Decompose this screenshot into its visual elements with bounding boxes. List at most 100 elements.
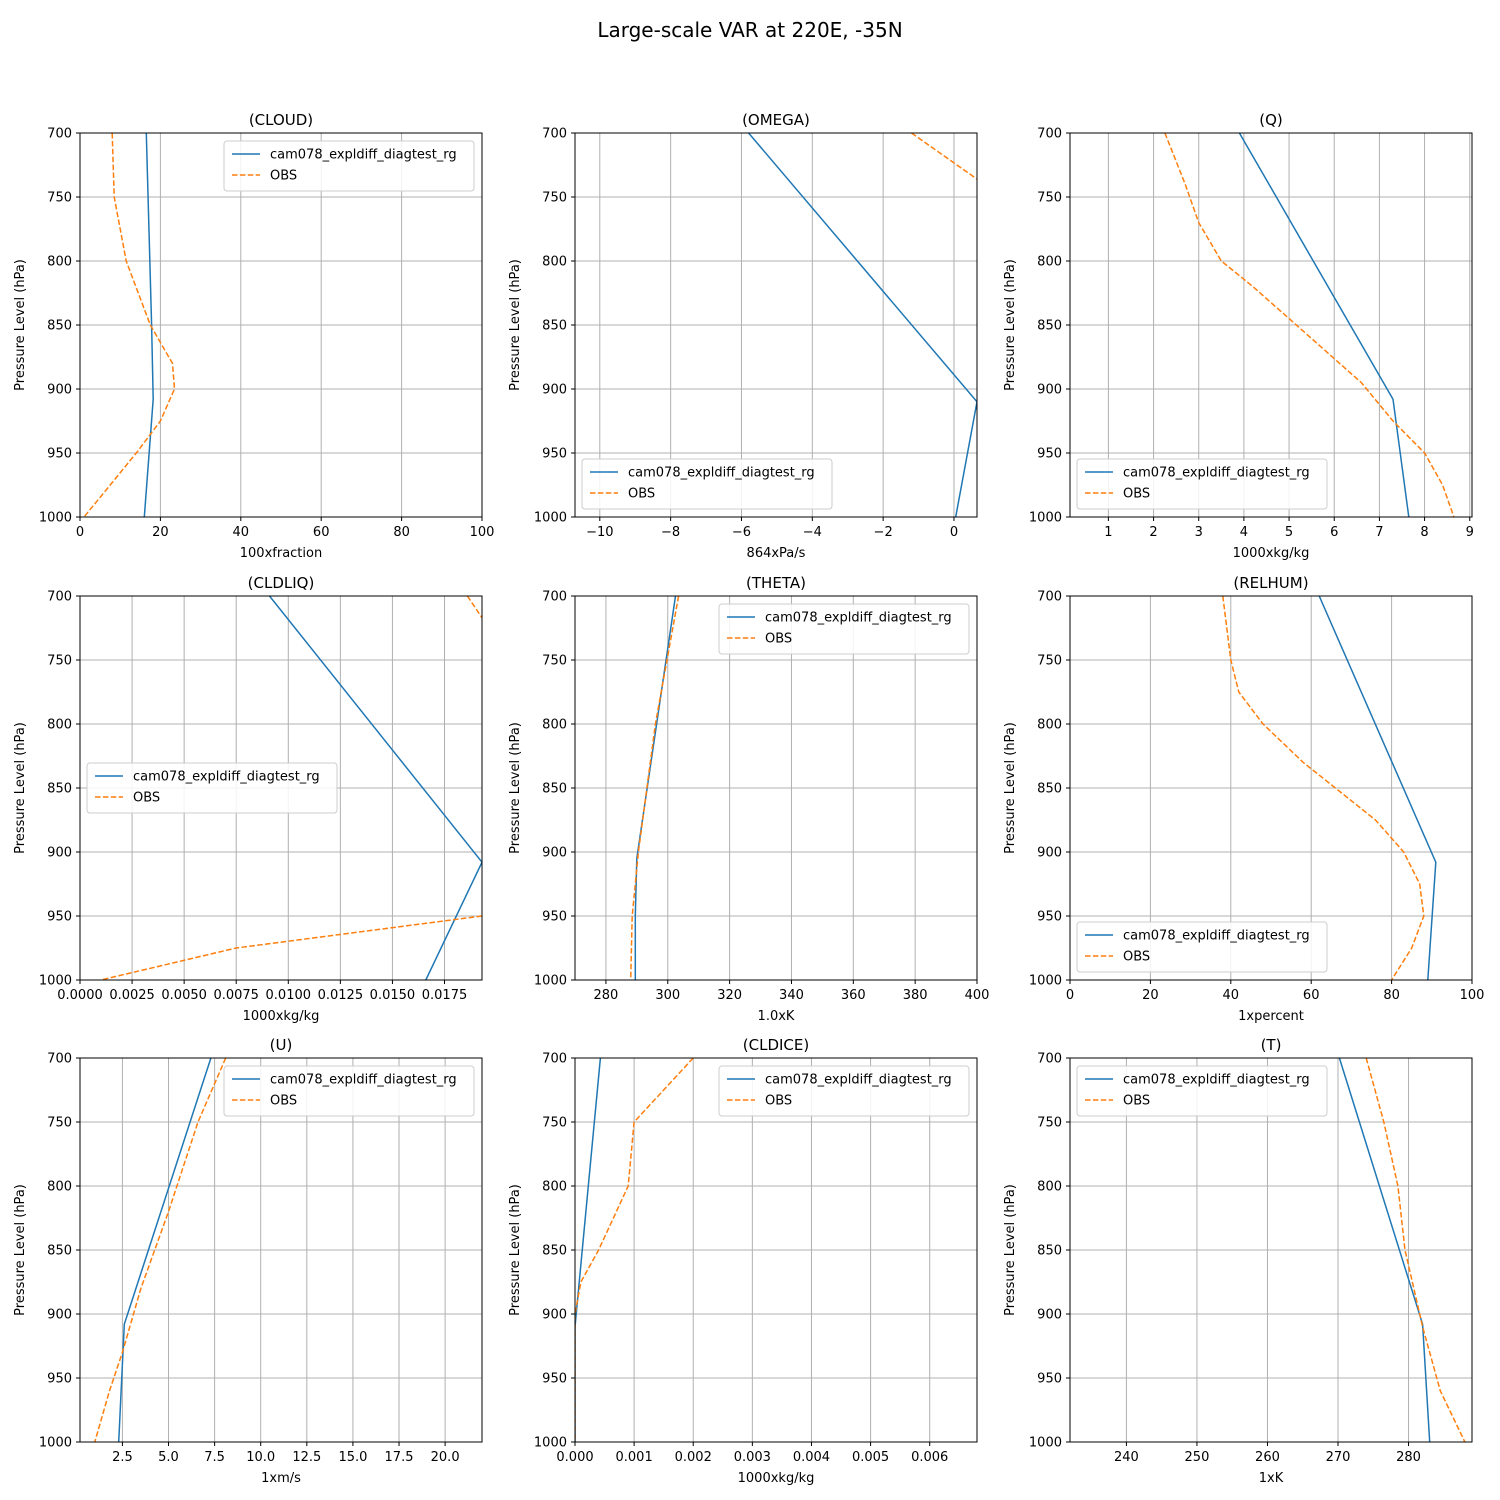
y-tick-label: 950 — [542, 910, 567, 925]
y-tick-label: 800 — [542, 1180, 567, 1195]
y-tick-label: 950 — [1037, 910, 1062, 925]
y-tick-label: 1000 — [534, 974, 567, 989]
legend: cam078_expldiff_diagtest_rg OBS — [223, 1065, 475, 1117]
y-tick-label: 700 — [1037, 590, 1062, 605]
y-tick-label: 950 — [542, 447, 567, 462]
y-tick-label: 700 — [47, 1052, 72, 1067]
y-tick-label: 750 — [47, 191, 72, 206]
y-tick-label: 750 — [542, 654, 567, 669]
x-axis-label: 1xm/s — [261, 1471, 301, 1486]
x-tick-label: 280 — [594, 988, 619, 1003]
x-tick-label: 0.000 — [556, 1450, 593, 1465]
panel-8: 0.000 0.001 0.002 0.003 0.004 0.005 0.006 700 75… — [508, 1036, 978, 1486]
figure-title: Large-scale VAR at 220E, -35N — [597, 18, 902, 42]
series-group — [1164, 133, 1455, 517]
y-tick-label: 700 — [542, 1052, 567, 1067]
obs-line — [466, 596, 482, 619]
legend: cam078_expldiff_diagtest_rg OBS — [718, 1065, 970, 1117]
x-tick-label: 0.0100 — [266, 988, 312, 1003]
x-axis-label: 1xK — [1259, 1471, 1284, 1486]
model-line — [1238, 133, 1410, 517]
legend-obs-label: OBS — [133, 791, 160, 806]
x-tick-label: 0.0075 — [213, 988, 259, 1003]
x-tick-label: 0 — [1066, 988, 1074, 1003]
x-tick-label: 60 — [1303, 988, 1320, 1003]
legend: cam078_expldiff_diagtest_rg OBS — [581, 458, 833, 510]
x-axis-label: 1000xkg/kg — [1233, 546, 1310, 561]
x-tick-label: 240 — [1114, 1450, 1139, 1465]
y-tick-label: 950 — [47, 447, 72, 462]
y-tick-label: 700 — [542, 590, 567, 605]
series-group — [83, 133, 176, 517]
y-tick-label: 700 — [47, 590, 72, 605]
x-tick-label: 40 — [1223, 988, 1240, 1003]
y-axis-label: Pressure Level (hPa) — [1003, 722, 1018, 854]
obs-line — [575, 1058, 694, 1442]
legend: cam078_expldiff_diagtest_rg OBS — [1076, 921, 1328, 973]
y-axis-label: Pressure Level (hPa) — [1003, 259, 1018, 391]
x-axis-label: 100xfraction — [240, 546, 322, 561]
y-tick-label: 900 — [1037, 383, 1062, 398]
x-axis-label: 1.0xK — [758, 1009, 795, 1024]
obs-line — [100, 915, 482, 980]
series-group — [100, 596, 482, 980]
y-tick-label: 850 — [542, 1244, 567, 1259]
x-tick-label: 10.0 — [246, 1450, 275, 1465]
panel-7: 2.5 5.0 7.5 10.0 12.5 15.0 17.5 20.0 700 750 800 85… — [13, 1036, 483, 1486]
legend-model-label: cam078_expldiff_diagtest_rg — [270, 148, 457, 163]
x-tick-label: 100 — [470, 525, 495, 540]
panels: 0 20 40 60 80 1007007508008509009501000(CLOUD… — [13, 111, 1484, 1486]
y-tick-label: 950 — [47, 910, 72, 925]
y-tick-label: 700 — [542, 127, 567, 142]
series-group — [1222, 596, 1437, 980]
x-tick-label: 0.0175 — [422, 988, 468, 1003]
y-tick-label: 750 — [47, 654, 72, 669]
x-tick-label: 12.5 — [292, 1450, 321, 1465]
x-tick-label: 360 — [841, 988, 866, 1003]
y-tick-label: 950 — [1037, 1372, 1062, 1387]
legend-box — [1076, 458, 1328, 510]
x-tick-label: 0.0050 — [161, 988, 207, 1003]
y-tick-label: 750 — [542, 1116, 567, 1131]
y-tick-label: 750 — [47, 1116, 72, 1131]
legend: cam078_expldiff_diagtest_rg OBS — [223, 140, 475, 192]
legend-model-label: cam078_expldiff_diagtest_rg — [1123, 466, 1310, 481]
obs-line — [1164, 133, 1455, 517]
y-tick-label: 900 — [47, 383, 72, 398]
model-line — [634, 596, 677, 980]
x-tick-label: 0.006 — [911, 1450, 948, 1465]
legend-obs-label: OBS — [765, 1094, 792, 1109]
y-tick-label: 700 — [1037, 1052, 1062, 1067]
x-tick-label: −4 — [803, 525, 822, 540]
y-tick-label: 950 — [1037, 447, 1062, 462]
panel-5: 280 300 320 340 360 380 400 700 750 800 850 900 950 1… — [508, 574, 989, 1024]
x-tick-label: 400 — [965, 988, 990, 1003]
panel-title: (OMEGA) — [742, 111, 810, 129]
y-tick-label: 850 — [542, 782, 567, 797]
y-tick-label: 1000 — [39, 511, 72, 526]
panel-title: (CLDLIQ) — [248, 574, 315, 592]
y-tick-label: 1000 — [1029, 511, 1062, 526]
legend-obs-label: OBS — [628, 487, 655, 502]
y-tick-label: 950 — [47, 1372, 72, 1387]
y-tick-label: 800 — [1037, 255, 1062, 270]
y-axis-label: Pressure Level (hPa) — [13, 722, 28, 854]
y-axis-label: Pressure Level (hPa) — [13, 1184, 28, 1316]
x-tick-label: 1 — [1104, 525, 1112, 540]
y-tick-label: 1000 — [1029, 1436, 1062, 1451]
x-tick-label: 7 — [1375, 525, 1383, 540]
legend-model-label: cam078_expldiff_diagtest_rg — [765, 1073, 952, 1088]
model-line — [268, 596, 482, 980]
legend-obs-label: OBS — [270, 169, 297, 184]
obs-line — [1222, 596, 1425, 980]
x-tick-label: 0 — [76, 525, 84, 540]
legend-obs-label: OBS — [1123, 1094, 1150, 1109]
x-axis-label: 1xpercent — [1238, 1009, 1304, 1024]
x-tick-label: 0.005 — [852, 1450, 889, 1465]
panel-2: −10 −8 −6 −4 −2 0 700 750 800 850 900 950 1000 (OMEGA… — [508, 111, 978, 561]
panel-3: 1 2 3 4 5 6 7 8 9 700 750 800 850 900 950 1000 (Q) 1000xk… — [1003, 111, 1474, 561]
x-tick-label: 5 — [1285, 525, 1293, 540]
x-tick-label: 80 — [393, 525, 410, 540]
obs-line — [911, 133, 977, 180]
y-tick-label: 1000 — [39, 974, 72, 989]
